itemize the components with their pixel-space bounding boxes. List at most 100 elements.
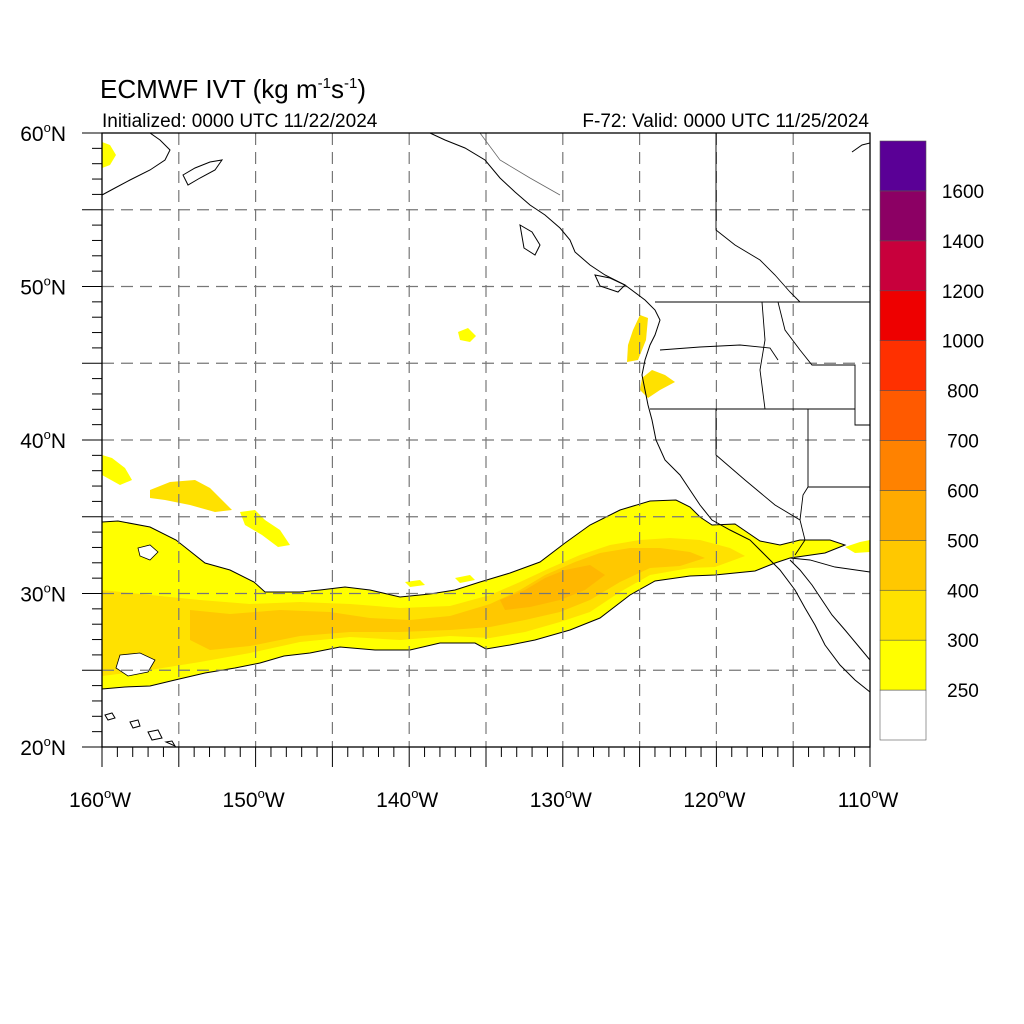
ivt-patch-a: [102, 455, 132, 485]
degree-symbol: o: [44, 427, 51, 442]
ivt-patch-g: [102, 142, 116, 168]
border-canada-provinces: [715, 133, 801, 303]
tick-value: 50: [20, 277, 43, 300]
colorbar-box: [879, 689, 927, 741]
political-borders: [479, 133, 870, 573]
axis-ticks: [82, 132, 871, 767]
tick-hemisphere: W: [265, 789, 285, 812]
tick-hemisphere: N: [51, 737, 66, 760]
coast-alaska: [102, 133, 171, 196]
chart-title: ECMWF IVT (kg m-1s-1): [100, 74, 366, 104]
ivt-hole-b: [137, 544, 159, 561]
tick-hemisphere: W: [726, 789, 746, 812]
colorbar-label: 300: [947, 631, 979, 652]
colorbar-box: [879, 340, 927, 391]
colorbar-label: 400: [947, 581, 979, 602]
degree-symbol: o: [718, 786, 725, 801]
ivt-patch-i: [455, 575, 475, 583]
colorbar-box: [879, 589, 927, 641]
lat-tick-label: 40oN: [20, 427, 66, 453]
colorbar-label: 1200: [942, 282, 984, 303]
degree-symbol: o: [44, 581, 51, 596]
colorbar-label: 1600: [942, 182, 984, 203]
border-alaska-canada: [479, 133, 561, 196]
lat-tick-label: 20oN: [20, 734, 66, 760]
ivt-patch-b: [150, 480, 232, 512]
colorbar-label: 1000: [942, 332, 984, 353]
plot-area: [102, 133, 870, 747]
tick-value: 30: [20, 584, 43, 607]
border-az: [794, 519, 806, 556]
lon-tick-label: 120oW: [683, 786, 745, 812]
lon-tick-label: 160oW: [69, 786, 131, 812]
degree-symbol: o: [44, 120, 51, 135]
colorbar-label: 600: [947, 481, 979, 502]
tick-value: 120: [683, 789, 718, 812]
colorbar-box: [879, 390, 927, 441]
colorbar-box: [879, 240, 927, 292]
title-main: ECMWF IVT (kg m: [100, 74, 318, 104]
valid-time-label: F-72: Valid: 0000 UTC 11/25/2024: [582, 111, 869, 132]
ivt-core-500: [500, 565, 605, 610]
tick-value: 40: [20, 430, 43, 453]
tick-hemisphere: W: [418, 789, 438, 812]
lon-tick-label: 150oW: [223, 786, 285, 812]
border-id: [759, 301, 766, 410]
tick-hemisphere: W: [878, 789, 898, 812]
colorbar-label: 1400: [942, 232, 984, 253]
tick-value: 20: [20, 737, 43, 760]
degree-symbol: o: [258, 786, 265, 801]
border-us-mexico: [789, 557, 870, 573]
coast-bc-islands: [519, 224, 626, 293]
tick-value: 130: [530, 789, 565, 812]
border-wa-or: [659, 344, 779, 361]
colorbar-label: 700: [947, 432, 979, 453]
init-time-label: Initialized: 0000 UTC 11/22/2024: [102, 111, 378, 132]
border-nv: [715, 409, 870, 521]
colorbar-box: [879, 490, 927, 541]
degree-symbol: o: [104, 786, 111, 801]
ivt-patch-h: [405, 580, 425, 587]
tick-value: 60: [20, 123, 43, 146]
ivt-patch-d: [458, 328, 476, 342]
coast-alaska-panhandle: [429, 133, 870, 693]
title-close: ): [357, 74, 366, 104]
colorbar-label: 800: [947, 382, 979, 403]
tick-hemisphere: N: [51, 123, 66, 146]
colorbar-box: [879, 290, 927, 341]
coast-hawaii: [104, 712, 177, 747]
tick-hemisphere: N: [51, 430, 66, 453]
colorbar-box: [879, 440, 927, 491]
title-sup-1: -1: [318, 75, 331, 92]
tick-value: 140: [376, 789, 411, 812]
lon-tick-label: 130oW: [530, 786, 592, 812]
border-mt: [777, 301, 870, 426]
title-sup-2: -1: [344, 75, 357, 92]
lat-tick-label: 60oN: [20, 120, 66, 146]
lat-tick-label: 30oN: [20, 581, 66, 607]
longitude-labels: 160oW 150oW 140oW 130oW 120oW 110oW: [69, 786, 899, 812]
degree-symbol: o: [871, 786, 878, 801]
title-mid: s: [331, 74, 344, 104]
tick-value: 160: [69, 789, 104, 812]
lon-tick-label: 140oW: [376, 786, 438, 812]
ivt-patch-f: [640, 370, 675, 398]
colorbar-box: [879, 639, 927, 691]
coast-baja: [789, 559, 870, 661]
colorbar-box: [879, 140, 927, 192]
lon-tick-label: 110oW: [838, 786, 899, 812]
tick-hemisphere: N: [51, 277, 66, 300]
ivt-patch-e: [627, 315, 648, 362]
tick-hemisphere: W: [111, 789, 131, 812]
ivt-patch-c: [240, 510, 290, 547]
colorbar-box: [879, 190, 927, 242]
colorbar-label: 500: [947, 531, 979, 552]
coast-east: [851, 142, 870, 153]
tick-value: 110: [838, 789, 871, 812]
degree-symbol: o: [44, 734, 51, 749]
colorbar-label: 250: [947, 681, 979, 702]
degree-symbol: o: [411, 786, 418, 801]
ivt-patch-j: [845, 540, 870, 553]
